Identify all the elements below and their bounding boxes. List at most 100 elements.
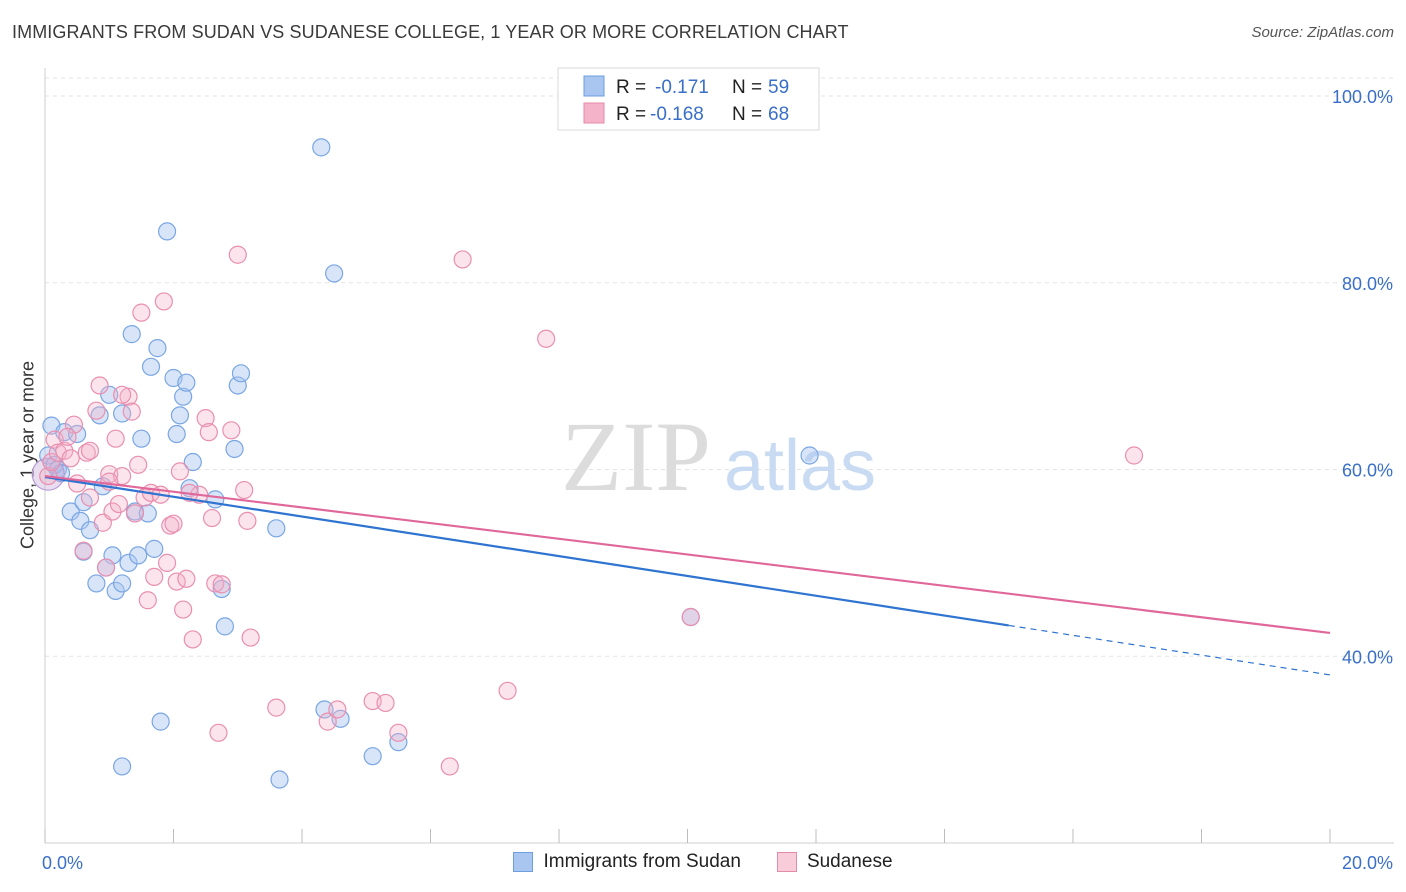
point-sudanese — [174, 600, 193, 619]
y-tick-label: 80.0% — [1342, 274, 1393, 294]
legend-n-value-blue: 59 — [768, 77, 789, 98]
point-sudan — [100, 385, 119, 404]
legend-swatch-pink — [583, 102, 605, 124]
point-sudanese — [58, 427, 77, 446]
series-immigrants-from-sudan — [31, 138, 819, 789]
point-sudan — [145, 539, 164, 558]
trend-line-sudan-dashed — [1008, 624, 1331, 676]
point-sudanese — [228, 245, 247, 264]
point-sudanese — [157, 553, 177, 572]
trend-line-sudan — [44, 475, 1009, 627]
point-sudanese — [90, 376, 109, 395]
point-sudanese — [498, 681, 517, 700]
point-sudan — [122, 325, 141, 344]
point-sudan — [389, 733, 408, 752]
point-sudanese — [77, 443, 96, 462]
point-sudanese — [112, 385, 132, 404]
point-sudanese — [453, 250, 472, 269]
point-sudanese — [129, 455, 148, 474]
point-sudanese — [103, 502, 122, 521]
point-sudanese — [80, 441, 100, 460]
point-sudanese — [74, 541, 93, 560]
point-sudan — [267, 519, 286, 538]
point-sudanese — [183, 630, 202, 649]
legend-swatch-blue — [513, 852, 534, 872]
legend-label-sudanese: Sudanese — [806, 851, 893, 872]
point-sudan — [206, 490, 225, 509]
point-sudanese — [161, 516, 180, 535]
point-sudanese — [154, 292, 173, 311]
point-sudanese — [267, 698, 286, 717]
x-tick-label: 20.0% — [1342, 853, 1393, 873]
point-sudanese — [389, 723, 408, 742]
point-sudan — [129, 546, 148, 565]
point-sudan — [167, 424, 186, 444]
point-sudan — [157, 222, 177, 241]
point-sudan — [31, 457, 65, 491]
legend-box: R = -0.171 N = 59 R = -0.168 N = 68 — [557, 67, 820, 131]
point-sudan — [151, 712, 170, 731]
point-sudanese — [328, 700, 347, 719]
point-sudanese — [96, 558, 116, 577]
point-sudanese — [318, 712, 337, 731]
point-sudan — [112, 757, 132, 776]
x-tick-label: 0.0% — [42, 853, 83, 873]
point-sudan — [363, 747, 382, 766]
trend-line-sudanese — [44, 474, 1331, 635]
point-sudan — [215, 617, 234, 636]
point-sudan — [119, 553, 138, 572]
point-sudanese — [119, 387, 138, 406]
tick-labels: 40.0% 60.0% 80.0% 100.0% 0.0% 20.0% — [42, 87, 1393, 873]
point-sudanese — [202, 508, 222, 528]
point-sudan — [174, 387, 193, 406]
legend-label-sudan: Immigrants from Sudan — [543, 851, 741, 872]
legend-n-label: N = — [732, 77, 762, 98]
point-sudanese — [199, 423, 218, 442]
point-sudan — [61, 502, 80, 521]
point-sudanese — [235, 480, 254, 500]
watermark-zip: ZIP — [561, 401, 711, 512]
point-sudanese — [440, 757, 459, 776]
point-sudanese — [209, 723, 228, 742]
point-sudanese — [42, 452, 61, 472]
point-sudanese — [241, 628, 260, 647]
point-sudan — [312, 138, 331, 157]
legend-r-value-pink: -0.168 — [650, 104, 704, 125]
point-sudanese — [681, 607, 700, 627]
axes — [44, 68, 1394, 844]
watermark-atlas: atlas — [724, 426, 876, 506]
point-sudan — [132, 429, 151, 448]
point-sudanese — [170, 462, 190, 481]
point-sudanese — [145, 567, 164, 586]
point-sudanese — [238, 511, 257, 530]
bottom-legend-item-sudan: Immigrants from Sudan — [513, 851, 741, 873]
point-sudan — [106, 581, 125, 600]
point-sudanese — [177, 569, 196, 588]
point-sudanese — [376, 693, 395, 713]
point-sudanese — [122, 402, 141, 421]
point-sudanese — [109, 494, 128, 514]
y-tick-label: 60.0% — [1342, 461, 1393, 481]
point-sudan — [71, 511, 90, 530]
point-sudanese — [87, 401, 106, 420]
legend-n-value-pink: 68 — [768, 104, 789, 125]
point-sudanese — [106, 429, 125, 448]
point-sudan — [225, 439, 244, 459]
series-sudanese — [39, 245, 1144, 776]
legend-swatch-blue — [583, 75, 605, 97]
point-sudanese — [125, 504, 145, 523]
point-sudan — [325, 264, 344, 283]
point-sudan — [177, 373, 196, 392]
legend-r-label: R = — [616, 104, 646, 125]
y-tick-label: 40.0% — [1342, 647, 1393, 667]
point-sudan — [87, 574, 106, 593]
point-sudanese — [61, 449, 80, 468]
watermark: ZIP atlas — [561, 401, 876, 512]
y-tick-label: 100.0% — [1332, 87, 1393, 107]
legend-r-label: R = — [616, 77, 646, 98]
legend-r-value-blue: -0.171 — [655, 77, 709, 98]
trend-lines — [44, 474, 1331, 676]
point-sudanese — [222, 421, 241, 440]
source-label: Source: ZipAtlas.com — [1251, 24, 1394, 41]
point-sudanese — [138, 591, 157, 610]
